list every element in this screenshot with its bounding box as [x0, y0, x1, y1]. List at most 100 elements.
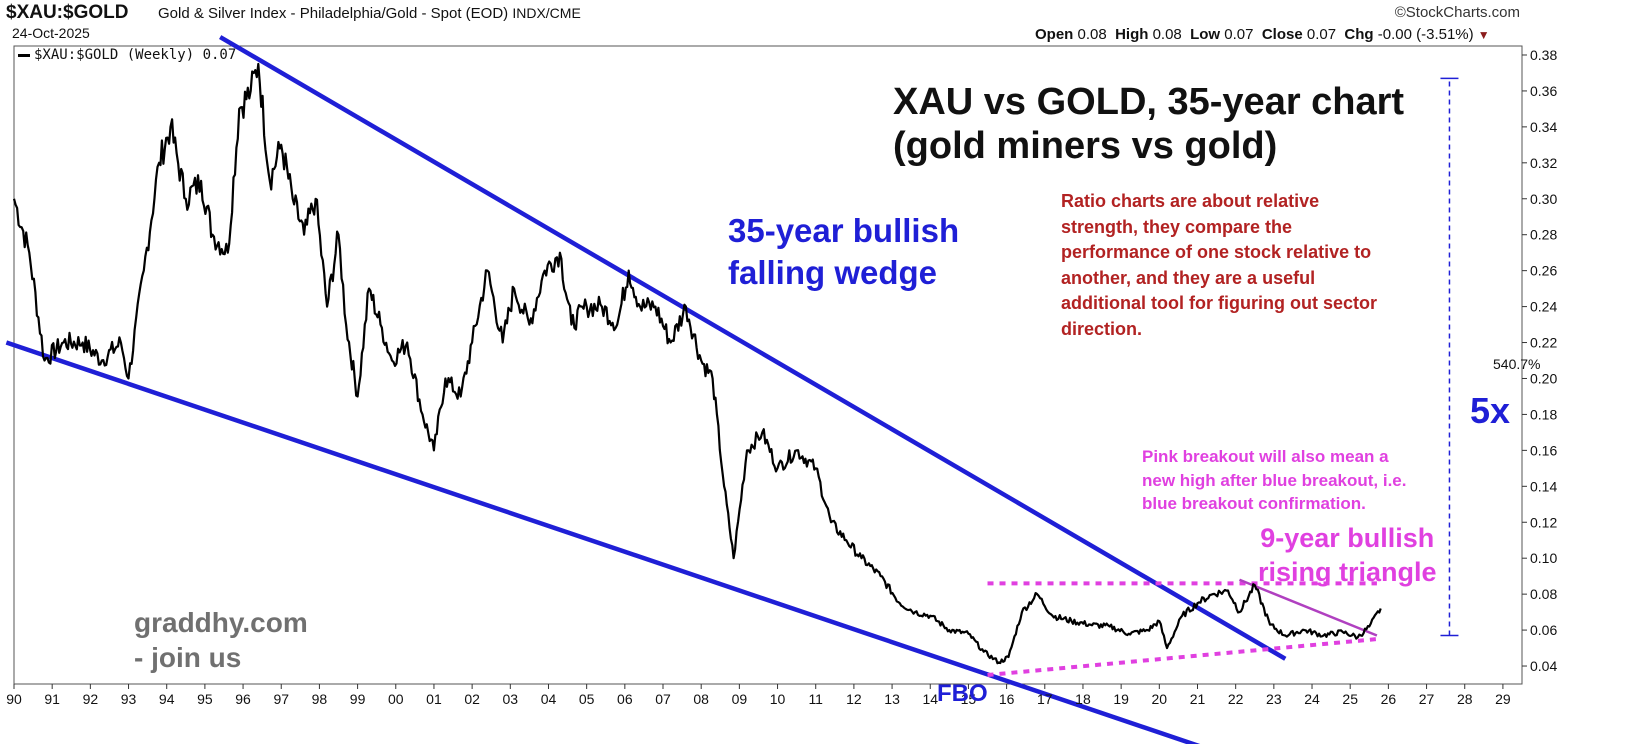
ratio-note: Ratio charts are about relative strength…: [1061, 189, 1377, 342]
x-tick-label: 97: [273, 691, 289, 707]
y-axis: 0.04 0.06 0.08 0.10 0.12 0.14 0.16 0.18 0.20 0.22…: [1522, 47, 1557, 674]
brand-watermark[interactable]: ©StockCharts.com: [1394, 4, 1520, 21]
ratio-note-line: additional tool for figuring out sector: [1061, 293, 1377, 313]
fbo-label: FBO: [937, 680, 988, 707]
wedge-line-1: 35-year bullish: [728, 212, 960, 249]
x-tick-label: 96: [235, 691, 251, 707]
chart-description: Gold & Silver Index - Philadelphia/Gold …: [158, 5, 581, 22]
x-tick-label: 24: [1304, 691, 1320, 707]
x-tick-label: 14: [922, 691, 938, 707]
x-tick-label: 99: [350, 691, 366, 707]
x-tick-label: 98: [312, 691, 328, 707]
close-label: Close: [1261, 26, 1303, 43]
x-tick-label: 10: [770, 691, 786, 707]
trendline-wedge-upper: [219, 35, 1287, 661]
exchange-text: INDX/CME: [512, 5, 581, 21]
measure-arrow: [1440, 77, 1459, 637]
triangle-line-1: 9-year bullish: [1260, 523, 1435, 553]
legend-swatch: [18, 53, 30, 57]
y-tick-label: 0.34: [1530, 119, 1557, 135]
x-tick-label: 25: [1342, 691, 1358, 707]
low-value: 0.07: [1224, 26, 1254, 43]
pink-note-line: new high after blue breakout, i.e.: [1142, 470, 1407, 490]
x-tick-label: 04: [541, 691, 557, 707]
x-tick-label: 94: [159, 691, 175, 707]
y-tick-label: 0.32: [1530, 155, 1557, 171]
percent-label: 540.7%: [1493, 356, 1541, 372]
chg-value: -0.00 (-3.51%): [1377, 26, 1474, 43]
site-line-2: - join us: [134, 642, 242, 673]
description-text: Gold & Silver Index - Philadelphia/Gold …: [158, 5, 509, 22]
y-tick-label: 0.30: [1530, 191, 1557, 207]
x-tick-label: 07: [655, 691, 671, 707]
high-label: High: [1115, 26, 1149, 43]
multiple-label: 5x: [1470, 390, 1511, 431]
x-tick-label: 13: [884, 691, 900, 707]
y-tick-label: 0.18: [1530, 406, 1557, 422]
title-line-2: (gold miners vs gold): [893, 125, 1278, 167]
x-tick-label: 01: [426, 691, 442, 707]
chart-title: XAU vs GOLD, 35-year chart (gold miners …: [893, 80, 1404, 168]
x-tick-label: 00: [388, 691, 404, 707]
ohlc-readout: Open 0.08 High 0.08 Low 0.07 Close 0.07 …: [1035, 26, 1490, 43]
y-tick-label: 0.08: [1530, 586, 1557, 602]
ratio-note-line: strength, they compare the: [1061, 216, 1293, 237]
series-layer: [12, 62, 1382, 665]
y-tick-label: 0.22: [1530, 335, 1557, 351]
y-tick-label: 0.28: [1530, 227, 1557, 243]
chart-symbol: $XAU:$GOLD: [6, 2, 129, 23]
x-tick-label: 27: [1419, 691, 1435, 707]
ratio-note-line: direction.: [1061, 318, 1143, 339]
y-tick-label: 0.36: [1530, 83, 1557, 99]
x-tick-label: 22: [1228, 691, 1244, 707]
x-tick-label: 18: [1075, 691, 1091, 707]
open-value: 0.08: [1077, 26, 1107, 43]
y-tick-label: 0.04: [1530, 658, 1557, 674]
chg-label: Chg: [1344, 26, 1374, 43]
ratio-note-line: performance of one stock relative to: [1061, 242, 1372, 262]
x-tick-label: 11: [808, 691, 823, 707]
title-line-1: XAU vs GOLD, 35-year chart: [893, 81, 1405, 123]
x-tick-label: 16: [999, 691, 1015, 707]
x-tick-label: 29: [1495, 691, 1511, 707]
x-tick-label: 20: [1152, 691, 1168, 707]
series-line: [12, 62, 1382, 665]
trendline-triangle-bottom: [987, 637, 1378, 678]
trendline-wedge-lower: [5, 340, 1201, 744]
x-tick-label: 17: [1037, 691, 1053, 707]
x-tick-label: 03: [503, 691, 519, 707]
ratio-note-line: another, and they are a useful: [1061, 267, 1316, 288]
y-tick-label: 0.20: [1530, 370, 1557, 386]
close-value: 0.07: [1306, 26, 1337, 43]
x-tick-label: 95: [197, 691, 213, 707]
wedge-label: 35-year bullish falling wedge: [728, 210, 959, 294]
wedge-line-2: falling wedge: [728, 254, 938, 291]
x-tick-label: 91: [44, 691, 60, 707]
x-tick-label: 15: [961, 691, 977, 707]
low-label: Low: [1190, 26, 1221, 43]
x-tick-label: 19: [1113, 691, 1129, 707]
y-tick-label: 0.06: [1530, 622, 1557, 638]
x-tick-label: 08: [693, 691, 709, 707]
x-tick-label: 06: [617, 691, 633, 707]
y-tick-label: 0.26: [1530, 263, 1557, 279]
triangle-label: 9-year bullish rising triangle: [1258, 521, 1437, 589]
x-tick-label: 90: [6, 691, 22, 707]
pink-note-line: Pink breakout will also mean a: [1142, 447, 1389, 466]
x-tick-label: 28: [1457, 691, 1473, 707]
x-tick-label: 93: [121, 691, 137, 707]
chart-date: 24-Oct-2025: [12, 25, 90, 41]
x-tick-label: 21: [1190, 691, 1206, 707]
y-tick-label: 0.12: [1530, 514, 1557, 530]
y-tick-label: 0.14: [1530, 478, 1557, 494]
down-triangle-icon: ▼: [1477, 28, 1490, 42]
ratio-note-line: Ratio charts are about relative: [1061, 191, 1320, 211]
x-tick-label: 92: [83, 691, 99, 707]
x-tick-label: 09: [732, 691, 748, 707]
pink-note: Pink breakout will also mean a new high …: [1142, 445, 1407, 516]
x-tick-label: 23: [1266, 691, 1282, 707]
y-tick-label: 0.10: [1530, 550, 1557, 566]
site-line-1: graddhy.com: [134, 607, 308, 638]
open-label: Open: [1035, 26, 1074, 43]
